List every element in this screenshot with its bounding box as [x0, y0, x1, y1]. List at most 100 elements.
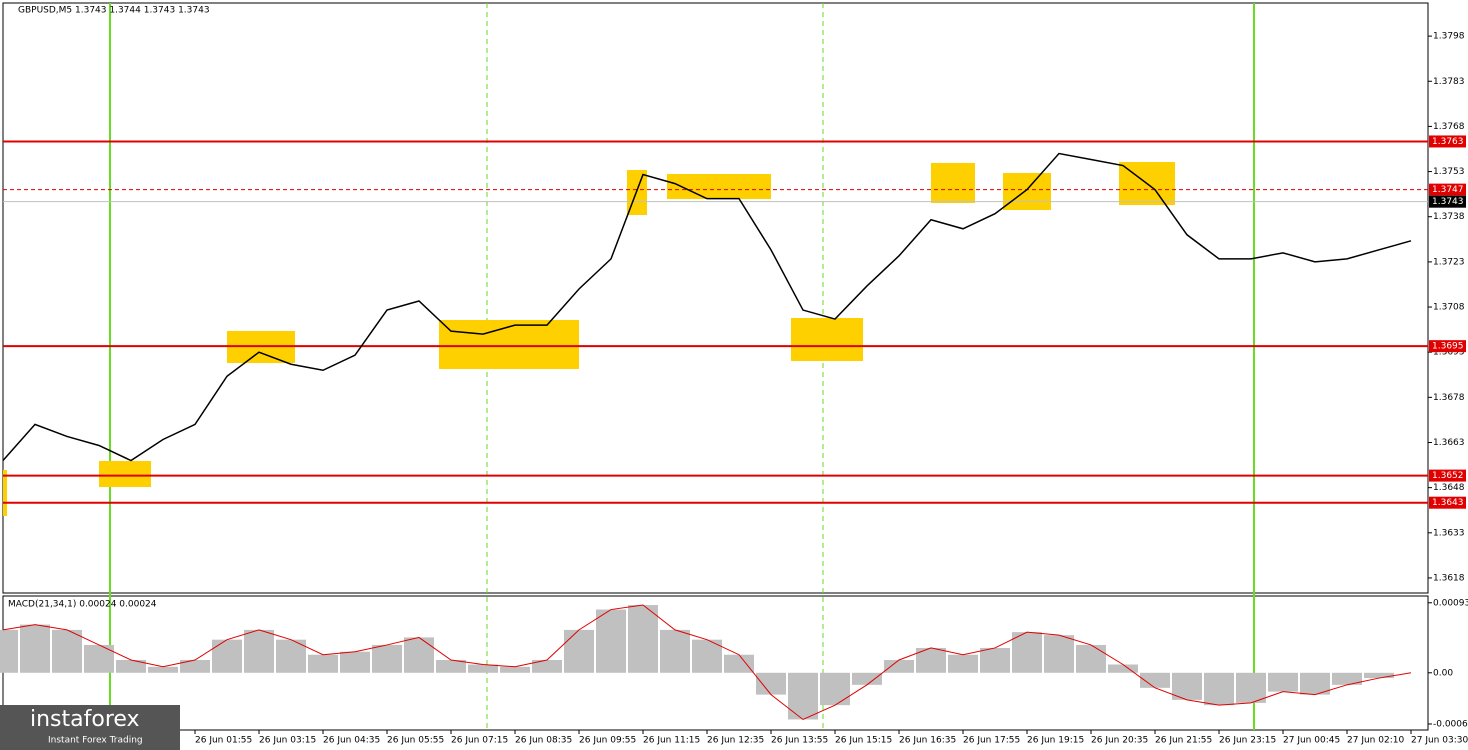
- x-tick-label: 26 Jun 03:15: [259, 736, 316, 746]
- level-label: 1.3743: [1432, 197, 1464, 207]
- macd-bar: [948, 654, 978, 673]
- macd-bar: [212, 639, 242, 673]
- x-tick-label: 27 Jun 02:10: [1347, 736, 1404, 746]
- x-tick-label: 26 Jun 09:55: [579, 736, 636, 746]
- x-tick-label: 26 Jun 01:55: [195, 736, 252, 746]
- macd-bar: [596, 609, 626, 673]
- signal-box: [99, 461, 151, 487]
- macd-bar: [724, 654, 754, 673]
- x-tick-label: 26 Jun 12:35: [707, 736, 764, 746]
- y-tick-label: 1.3783: [1433, 77, 1465, 87]
- macd-bar: [1044, 635, 1074, 673]
- x-tick-label: 27 Jun 00:45: [1283, 736, 1340, 746]
- logo-box: [0, 705, 180, 750]
- macd-bar: [148, 666, 178, 673]
- signal-box: [1003, 173, 1051, 210]
- macd-bar: [852, 672, 882, 685]
- macd-bar: [820, 672, 850, 706]
- x-tick-label: 26 Jun 17:55: [963, 736, 1020, 746]
- level-label-bg: [1429, 340, 1466, 353]
- macd-bar: [628, 605, 658, 673]
- macd-bar: [244, 629, 274, 673]
- x-tick-label: 27 Jun 03:30: [1411, 736, 1468, 746]
- macd-bar: [884, 659, 914, 673]
- level-label: 1.3763: [1432, 137, 1464, 147]
- y-tick-label: 1.3798: [1433, 32, 1465, 42]
- x-tick-label: 26 Jun 08:35: [515, 736, 572, 746]
- y-tick-label: 1.3753: [1433, 167, 1465, 177]
- level-label: 1.3747: [1432, 185, 1464, 195]
- macd-bar: [532, 659, 562, 673]
- signal-box: [439, 320, 579, 369]
- x-tick-label: 26 Jun 07:15: [451, 736, 508, 746]
- y-tick-label: 1.3618: [1433, 573, 1465, 583]
- signal-box: [667, 174, 771, 199]
- macd-title: MACD(21,34,1) 0.00024 0.00024: [8, 600, 157, 610]
- macd-bar: [564, 629, 594, 673]
- macd-bar: [1268, 672, 1298, 692]
- macd-bar: [692, 639, 722, 673]
- y-tick-label: -0.00068: [1433, 719, 1468, 729]
- level-label-bg: [1429, 135, 1466, 148]
- data-layer: 1.3798 1.3783 1.3768 1.3753 1.3738 1.3723 1.37…: [0, 32, 1468, 746]
- x-tick-label: 26 Jun 21:55: [1155, 736, 1212, 746]
- x-tick-label: 26 Jun 23:15: [1219, 736, 1276, 746]
- macd-bar: [0, 629, 18, 673]
- y-tick-label: 1.3738: [1433, 212, 1465, 222]
- macd-bar: [1012, 632, 1042, 673]
- macd-bar: [1332, 672, 1362, 685]
- macd-bar: [340, 651, 370, 673]
- x-tick-label: 26 Jun 16:35: [899, 736, 956, 746]
- signal-box: [931, 163, 975, 203]
- x-tick-label: 26 Jun 19:15: [1027, 736, 1084, 746]
- macd-bar: [980, 647, 1010, 673]
- x-tick-label: 26 Jun 13:55: [771, 736, 828, 746]
- y-tick-label: 1.3768: [1433, 122, 1465, 132]
- macd-bar: [1172, 672, 1202, 700]
- signal-box: [3, 470, 7, 516]
- y-tick-label: 1.3663: [1433, 438, 1465, 448]
- macd-bar: [500, 666, 530, 673]
- chart-title: GBPUSD,M5 1.3743 1.3744 1.3743 1.3743: [18, 6, 210, 16]
- macd-bar: [756, 672, 786, 695]
- macd-bar: [308, 654, 338, 673]
- level-label-bg: [1429, 469, 1466, 482]
- y-tick-label: 0.00093: [1433, 598, 1468, 608]
- macd-bar: [180, 659, 210, 673]
- level-label: 1.3643: [1432, 498, 1464, 508]
- macd-bar: [116, 659, 146, 673]
- signal-box: [791, 318, 863, 361]
- macd-signal-line: [2, 604, 1412, 721]
- macd-bar: [1364, 672, 1394, 679]
- macd-bar: [1236, 672, 1266, 703]
- level-label-bg: [1429, 195, 1466, 208]
- macd-bar: [1108, 664, 1138, 673]
- x-tick-label: 26 Jun 04:35: [323, 736, 380, 746]
- level-label-bg: [1429, 496, 1466, 509]
- macd-bar: [660, 629, 690, 673]
- main-panel: [2, 2, 1429, 594]
- y-tick-label: 1.3648: [1433, 483, 1465, 493]
- y-tick-label: 1.3678: [1433, 393, 1465, 403]
- y-tick-label: 1.3723: [1433, 257, 1465, 267]
- x-tick-label: 26 Jun 15:15: [835, 736, 892, 746]
- macd-bar: [436, 659, 466, 673]
- macd-bar: [468, 664, 498, 673]
- macd-bar: [788, 672, 818, 720]
- logo-tagline: Instant Forex Trading: [48, 736, 143, 746]
- price-line: [2, 152, 1412, 462]
- level-label: 1.3652: [1432, 471, 1464, 481]
- macd-bar: [372, 644, 402, 673]
- macd-bar: [404, 637, 434, 673]
- x-tick-label: 26 Jun 05:55: [387, 736, 444, 746]
- x-tick-label: 26 Jun 11:15: [643, 736, 700, 746]
- x-tick-label: 26 Jun 20:35: [1091, 736, 1148, 746]
- macd-bar: [276, 639, 306, 673]
- macd-bar: [1300, 672, 1330, 695]
- macd-bar: [20, 624, 50, 673]
- y-tick-label: 1.3633: [1433, 528, 1465, 538]
- macd-bar: [1140, 672, 1170, 688]
- y-tick-label: 1.3708: [1433, 303, 1465, 313]
- y-tick-label: 0.00: [1433, 668, 1453, 678]
